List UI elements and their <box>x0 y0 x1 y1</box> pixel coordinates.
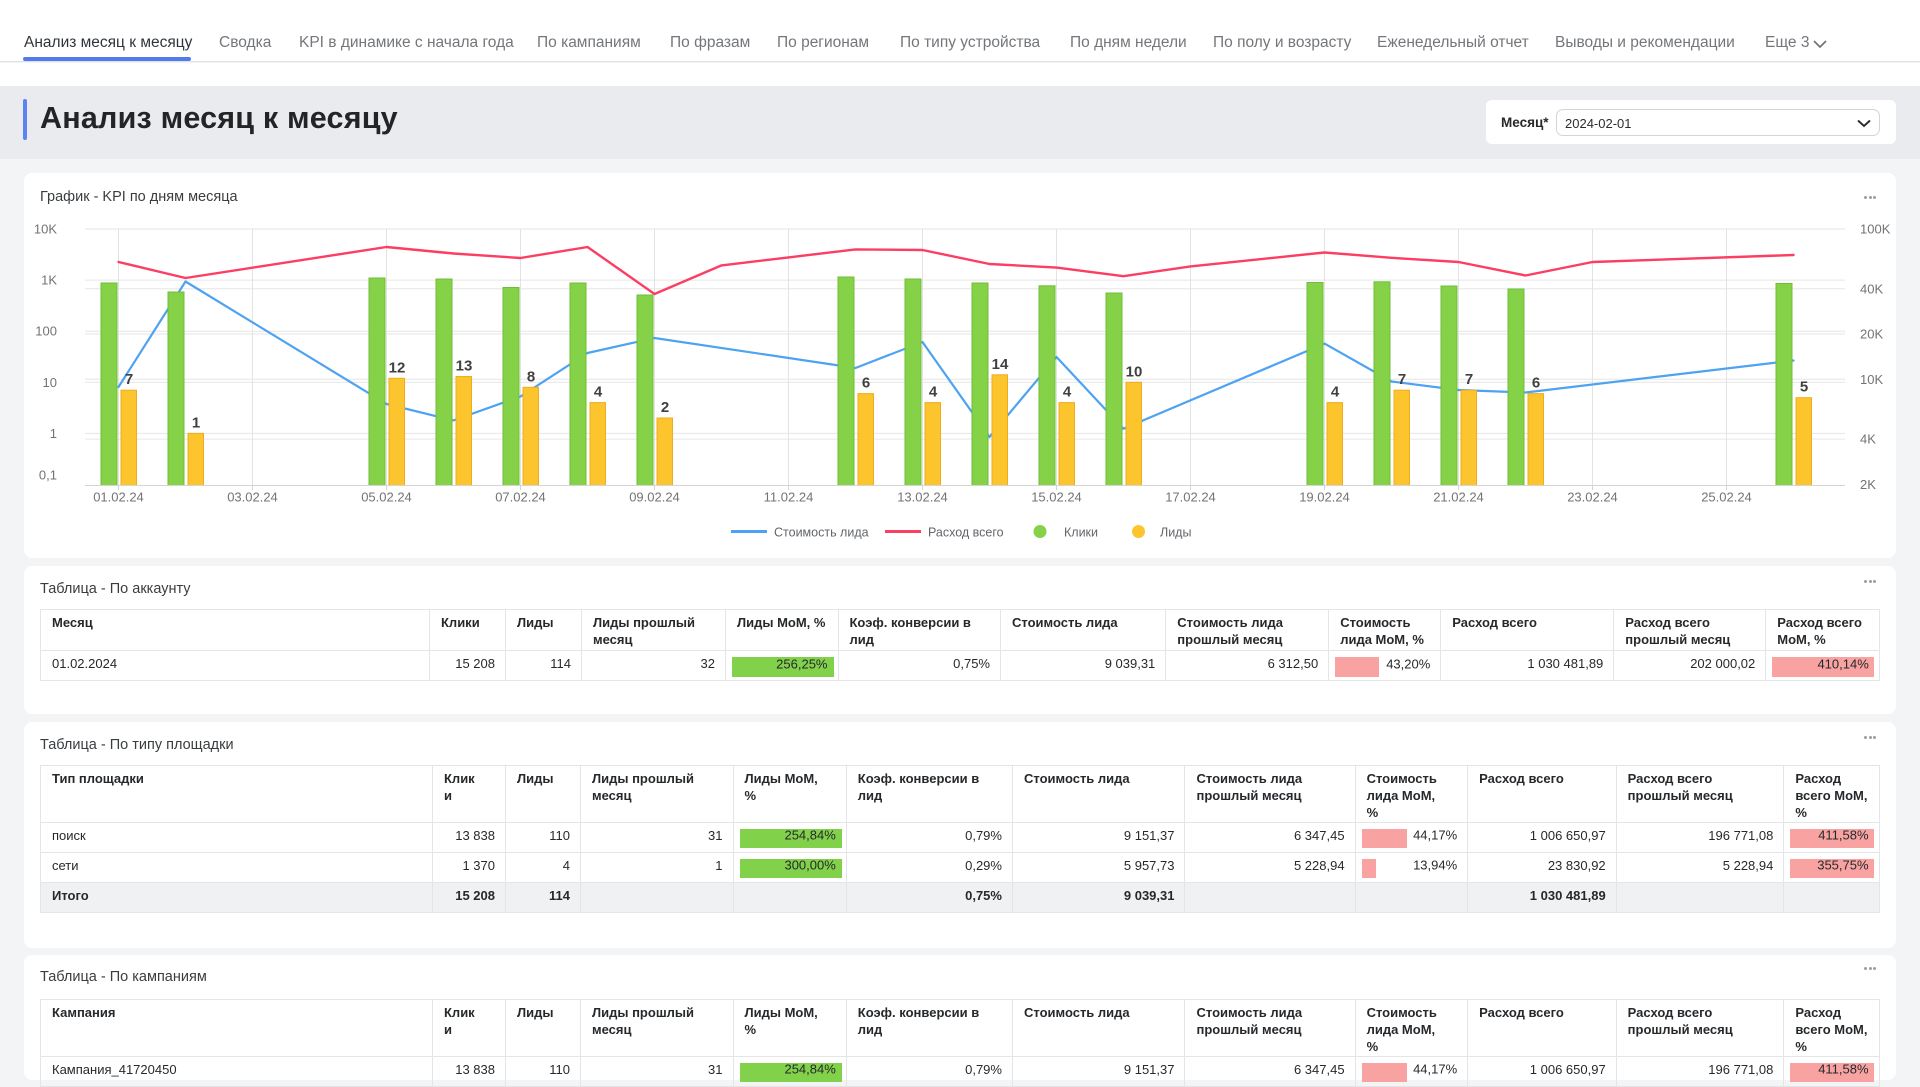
svg-text:20K: 20K <box>1860 327 1883 342</box>
svg-text:Стоимость лида: Стоимость лида <box>774 526 869 540</box>
svg-text:21.02.24: 21.02.24 <box>1433 490 1484 505</box>
svg-text:10K: 10K <box>34 222 57 237</box>
svg-text:4K: 4K <box>1860 432 1876 447</box>
svg-text:1K: 1K <box>41 273 57 288</box>
svg-text:4: 4 <box>594 384 603 401</box>
svg-text:8: 8 <box>527 368 535 385</box>
svg-text:17.02.24: 17.02.24 <box>1165 490 1216 505</box>
svg-text:01.02.24: 01.02.24 <box>93 490 144 505</box>
svg-text:5: 5 <box>1800 379 1808 396</box>
svg-text:7: 7 <box>1465 371 1473 388</box>
svg-text:Лиды: Лиды <box>1160 526 1191 540</box>
svg-text:10K: 10K <box>1860 372 1883 387</box>
svg-text:1: 1 <box>192 414 200 431</box>
svg-text:7: 7 <box>1398 371 1406 388</box>
svg-text:10: 10 <box>1126 363 1143 380</box>
svg-text:03.02.24: 03.02.24 <box>227 490 278 505</box>
svg-text:25.02.24: 25.02.24 <box>1701 490 1752 505</box>
svg-text:13: 13 <box>456 358 473 375</box>
svg-text:11.02.24: 11.02.24 <box>764 490 814 505</box>
svg-text:Расход всего: Расход всего <box>928 526 1004 540</box>
svg-text:4: 4 <box>1063 384 1072 401</box>
svg-text:4: 4 <box>929 384 938 401</box>
svg-text:23.02.24: 23.02.24 <box>1567 490 1618 505</box>
svg-text:15.02.24: 15.02.24 <box>1031 490 1082 505</box>
svg-text:10: 10 <box>43 375 57 390</box>
svg-text:2K: 2K <box>1860 477 1876 492</box>
svg-text:100: 100 <box>35 324 57 339</box>
svg-text:05.02.24: 05.02.24 <box>361 490 412 505</box>
svg-text:6: 6 <box>862 375 870 392</box>
svg-text:4: 4 <box>1331 384 1340 401</box>
svg-text:14: 14 <box>992 356 1009 373</box>
svg-text:0,1: 0,1 <box>39 468 57 483</box>
svg-text:6: 6 <box>1532 375 1540 392</box>
svg-text:40K: 40K <box>1860 281 1883 296</box>
svg-text:07.02.24: 07.02.24 <box>495 490 546 505</box>
svg-text:19.02.24: 19.02.24 <box>1299 490 1350 505</box>
svg-text:1: 1 <box>50 426 57 441</box>
svg-text:13.02.24: 13.02.24 <box>897 490 948 505</box>
svg-text:2: 2 <box>661 399 669 416</box>
svg-text:12: 12 <box>389 359 406 376</box>
svg-text:100K: 100K <box>1860 222 1891 237</box>
svg-text:7: 7 <box>125 371 133 388</box>
svg-text:09.02.24: 09.02.24 <box>629 490 680 505</box>
svg-text:Клики: Клики <box>1064 526 1098 540</box>
